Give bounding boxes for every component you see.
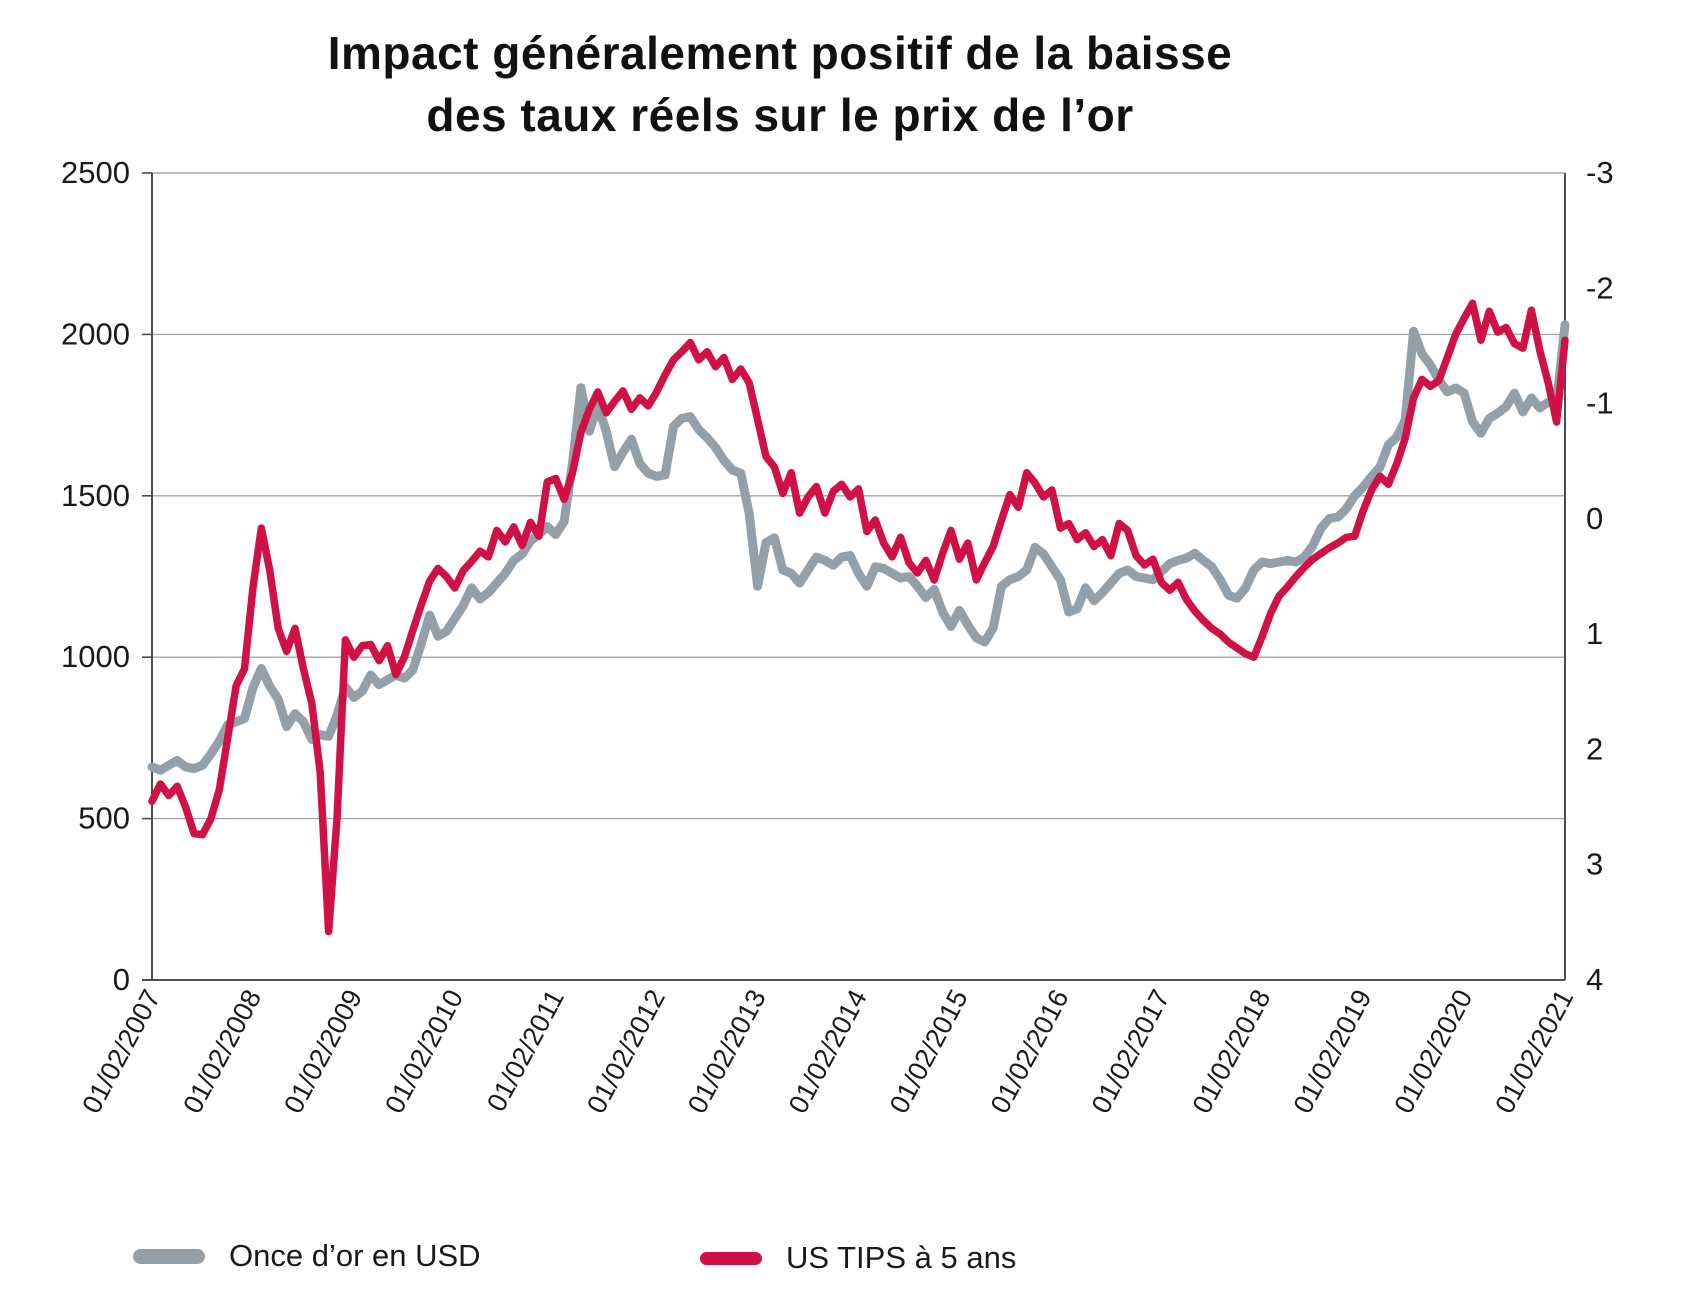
x-tick-label-2012: 01/02/2012 xyxy=(581,985,671,1118)
y-left-tick-label-1500: 1500 xyxy=(61,478,130,513)
y-right-tick-label--1: -1 xyxy=(1586,386,1614,421)
legend-item-gold: Once d’or en USD xyxy=(133,1238,481,1274)
x-tick-label-2010: 01/02/2010 xyxy=(379,985,469,1118)
y-right-tick-label-1: 1 xyxy=(1586,616,1603,651)
x-tick-label-2021: 01/02/2021 xyxy=(1489,985,1579,1118)
gold-line xyxy=(147,320,1570,775)
chart-title: Impact généralement positif de la baisse… xyxy=(0,22,1560,146)
y-right-tick-label-4: 4 xyxy=(1586,962,1603,997)
legend-label-tips: US TIPS à 5 ans xyxy=(786,1240,1017,1275)
y-left-tick-label-2000: 2000 xyxy=(61,316,130,351)
legend-item-tips: US TIPS à 5 ans xyxy=(700,1240,1016,1276)
x-tick-label-2011: 01/02/2011 xyxy=(481,985,570,1117)
chart-title-line2: des taux réels sur le prix de l’or xyxy=(426,89,1134,142)
x-tick-label-2020: 01/02/2020 xyxy=(1388,985,1478,1118)
y-left-tick-label-0: 0 xyxy=(113,962,130,997)
y-right-tick-label--2: -2 xyxy=(1586,270,1614,305)
x-tick-label-2008: 01/02/2008 xyxy=(177,985,267,1118)
x-tick-label-2016: 01/02/2016 xyxy=(985,985,1075,1118)
y-right-tick-label--3: -3 xyxy=(1586,155,1614,190)
x-tick-label-2018: 01/02/2018 xyxy=(1187,985,1277,1118)
y-left-tick-label-500: 500 xyxy=(78,801,130,836)
y-left-tick-label-1000: 1000 xyxy=(61,639,130,674)
chart-title-line1: Impact généralement positif de la baisse xyxy=(327,27,1233,79)
x-tick-label-2007: 01/02/2007 xyxy=(76,985,166,1118)
x-tick-label-2017: 01/02/2017 xyxy=(1086,985,1176,1118)
x-tick-label-2013: 01/02/2013 xyxy=(682,985,772,1118)
y-left-tick-label-2500: 2500 xyxy=(61,155,130,190)
tips-line xyxy=(148,299,1569,936)
x-tick-label-2009: 01/02/2009 xyxy=(278,985,368,1118)
y-right-tick-label-3: 3 xyxy=(1586,847,1603,882)
tips-line-swatch xyxy=(700,1251,762,1265)
y-right-tick-label-0: 0 xyxy=(1586,501,1603,536)
x-tick-label-2014: 01/02/2014 xyxy=(783,985,873,1118)
x-tick-label-2015: 01/02/2015 xyxy=(884,985,974,1118)
x-tick-label-2019: 01/02/2019 xyxy=(1288,985,1378,1118)
legend-label-gold: Once d’or en USD xyxy=(229,1238,481,1273)
gold-line-swatch xyxy=(133,1248,205,1264)
y-right-tick-label-2: 2 xyxy=(1586,731,1603,766)
